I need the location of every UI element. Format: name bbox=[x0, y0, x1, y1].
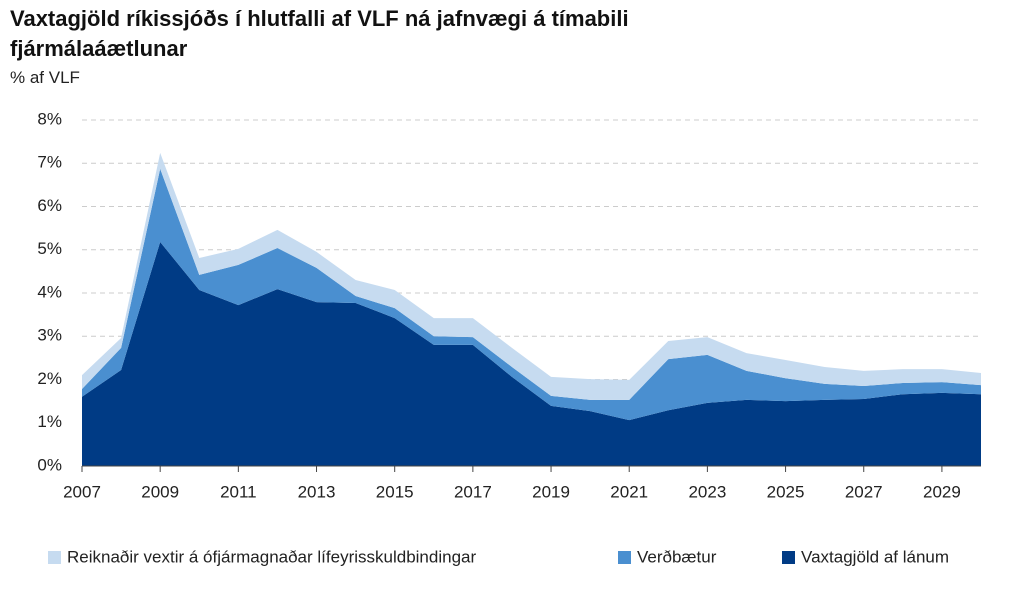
y-tick-label: 5% bbox=[37, 239, 62, 258]
x-tick-label: 2007 bbox=[63, 482, 101, 501]
x-tick-label: 2019 bbox=[532, 482, 570, 501]
x-tick-label: 2017 bbox=[454, 482, 492, 501]
chart-subtitle: % af VLF bbox=[10, 68, 80, 87]
x-tick-label: 2027 bbox=[845, 482, 883, 501]
x-tick-label: 2025 bbox=[767, 482, 805, 501]
x-tick-label: 2009 bbox=[141, 482, 179, 501]
chart-title: Vaxtagjöld ríkissjóðs í hlutfalli af VLF… bbox=[10, 6, 629, 61]
y-tick-label: 2% bbox=[37, 369, 62, 388]
y-tick-label: 8% bbox=[37, 109, 62, 128]
area bbox=[82, 152, 981, 400]
area bbox=[82, 168, 981, 421]
y-tick-label: 4% bbox=[37, 282, 62, 301]
area bbox=[82, 241, 981, 466]
y-tick-label: 0% bbox=[37, 455, 62, 474]
x-tick-label: 2029 bbox=[923, 482, 961, 501]
legend-swatch bbox=[782, 551, 795, 564]
y-tick-label: 1% bbox=[37, 412, 62, 431]
legend-swatch bbox=[618, 551, 631, 564]
legend-swatch bbox=[48, 551, 61, 564]
y-tick-label: 6% bbox=[37, 196, 62, 215]
x-tick-label: 2023 bbox=[688, 482, 726, 501]
legend-label: Verðbætur bbox=[637, 547, 717, 566]
x-tick-label: 2013 bbox=[298, 482, 336, 501]
x-tick-label: 2011 bbox=[220, 482, 257, 501]
y-tick-label: 7% bbox=[37, 153, 62, 172]
legend-label: Reiknaðir vextir á ófjármagnaðar lífeyri… bbox=[67, 547, 476, 566]
legend-label: Vaxtagjöld af lánum bbox=[801, 547, 949, 566]
y-tick-label: 3% bbox=[37, 326, 62, 345]
x-tick-label: 2015 bbox=[376, 482, 414, 501]
x-tick-label: 2021 bbox=[610, 482, 648, 501]
